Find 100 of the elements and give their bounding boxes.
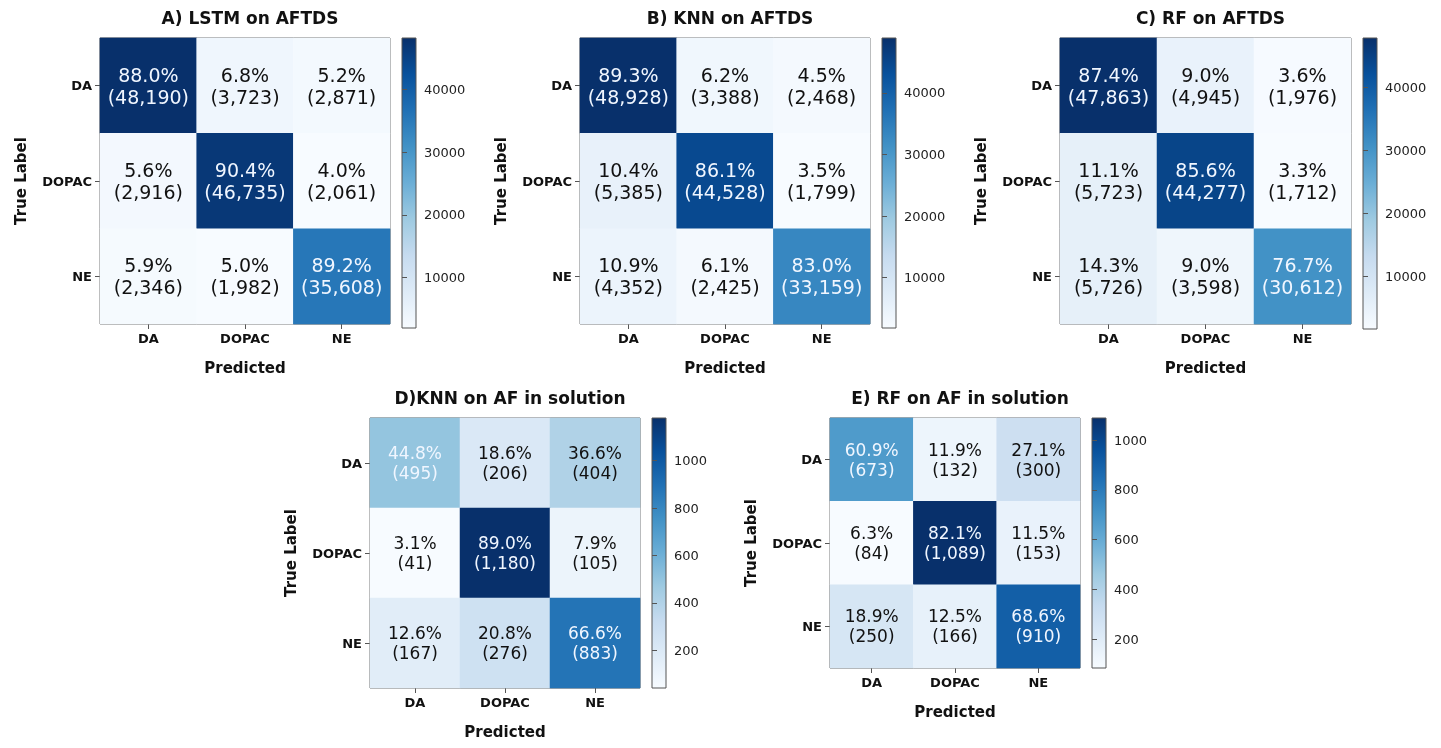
- color-bar-label: 800: [1114, 482, 1139, 498]
- data-label: 5.6% (2,916): [113, 159, 183, 203]
- x-tick-label: NE: [331, 331, 352, 346]
- data-label: 4.5% (2,468): [787, 63, 857, 108]
- x-tick-label: DA: [137, 331, 159, 346]
- data-label: 86.1% (44,528): [684, 159, 766, 203]
- chart-title: D)KNN on AF in solution: [394, 387, 626, 408]
- chart-title: B) KNN on AFTDS: [646, 7, 814, 28]
- data-label: 4.0% (2,061): [307, 159, 377, 203]
- y-tick-label: NE: [342, 635, 362, 651]
- color-bar-label: 600: [1114, 532, 1139, 548]
- data-label: 76.7% (30,612): [1261, 254, 1344, 299]
- data-label: 18.6% (206): [477, 443, 533, 483]
- data-label: 89.3% (48,928): [587, 63, 669, 108]
- y-tick-label: DOPAC: [42, 173, 92, 189]
- data-label: 11.9% (132): [927, 439, 983, 480]
- color-bar-label: 10000: [1385, 269, 1427, 285]
- x-axis-title: Predicted: [684, 358, 766, 377]
- y-axis-title: True Label: [281, 509, 300, 597]
- data-label: 10.4% (5,385): [593, 159, 663, 203]
- data-label: 12.5% (166): [927, 606, 983, 647]
- y-tick-label: DOPAC: [312, 545, 362, 561]
- y-axis-title: True Label: [741, 499, 760, 587]
- x-tick-label: DOPAC: [480, 695, 530, 710]
- data-label: 6.1% (2,425): [690, 254, 760, 299]
- x-tick-label: DOPAC: [700, 331, 750, 346]
- y-tick-label: DA: [341, 455, 362, 471]
- data-label: 85.6% (44,277): [1164, 159, 1247, 203]
- color-bar-label: 400: [1114, 581, 1139, 597]
- data-label: 60.9% (673): [844, 439, 899, 480]
- data-label: 83.0% (33,159): [781, 254, 863, 299]
- chart-title: E) RF on AF in solution: [851, 387, 1069, 408]
- color-bar-label: 1000: [674, 453, 708, 469]
- color-bar-label: 200: [1114, 631, 1139, 647]
- x-tick-label: DOPAC: [1180, 331, 1231, 346]
- color-bar-label: 30000: [904, 146, 946, 162]
- data-label: 11.1% (5,723): [1073, 159, 1144, 203]
- data-label: 6.8% (3,723): [210, 63, 280, 108]
- y-tick-label: DOPAC: [772, 535, 822, 551]
- data-label: 3.6% (1,976): [1267, 63, 1338, 108]
- data-label: 12.6% (167): [387, 623, 443, 663]
- y-tick-label: NE: [802, 618, 822, 634]
- color-bar-label: 40000: [904, 85, 946, 101]
- x-tick-label: NE: [585, 695, 605, 710]
- data-label: 9.0% (3,598): [1170, 254, 1241, 299]
- data-label: 68.6% (910): [1011, 606, 1066, 647]
- data-label: 18.9% (250): [844, 606, 899, 647]
- data-label: 5.9% (2,346): [113, 254, 183, 299]
- data-label: 5.0% (1,982): [210, 254, 280, 299]
- data-label: 82.1% (1,089): [924, 523, 986, 563]
- y-tick-label: DA: [801, 452, 822, 468]
- color-bar-label: 200: [674, 642, 699, 658]
- data-label: 6.2% (3,388): [690, 63, 760, 108]
- color-bar-label: 400: [674, 595, 699, 611]
- color-bar-label: 800: [674, 500, 699, 516]
- color-bar-label: 600: [674, 547, 699, 563]
- x-axis-title: Predicted: [204, 358, 286, 377]
- color-bar-label: 20000: [424, 207, 466, 223]
- x-tick-label: DA: [1098, 331, 1119, 346]
- data-label: 44.8% (495): [387, 443, 443, 483]
- x-tick-label: DOPAC: [930, 675, 980, 690]
- x-axis-title: Predicted: [914, 702, 996, 721]
- data-label: 36.6% (404): [567, 443, 623, 483]
- y-tick-label: NE: [552, 268, 572, 284]
- data-label: 87.4% (47,863): [1067, 63, 1150, 108]
- data-label: 89.0% (1,180): [474, 533, 536, 573]
- x-tick-label: DA: [617, 331, 639, 346]
- color-bar-label: 40000: [424, 81, 466, 97]
- y-tick-label: NE: [1032, 268, 1052, 284]
- y-axis-title: True Label: [491, 137, 510, 225]
- data-label: 7.9% (105): [572, 533, 618, 573]
- y-tick-label: DOPAC: [522, 173, 572, 189]
- chart-title: C) RF on AFTDS: [1135, 7, 1286, 28]
- chart-title: A) LSTM on AFTDS: [161, 7, 339, 28]
- data-label: 3.1% (41): [393, 533, 437, 573]
- data-label: 89.2% (35,608): [301, 254, 383, 299]
- data-label: 14.3% (5,726): [1073, 254, 1144, 299]
- y-tick-label: DOPAC: [1002, 173, 1052, 189]
- y-tick-label: DA: [71, 78, 92, 94]
- y-tick-label: DA: [551, 78, 572, 94]
- y-axis-title: True Label: [11, 137, 30, 225]
- data-label: 66.6% (883): [567, 623, 623, 663]
- color-bar-label: 10000: [904, 270, 946, 286]
- data-label: 9.0% (4,945): [1170, 63, 1241, 108]
- x-axis-title: Predicted: [1164, 358, 1247, 377]
- data-label: 10.9% (4,352): [593, 254, 663, 299]
- color-bar-label: 40000: [1385, 80, 1427, 96]
- color-bar-label: 20000: [904, 208, 946, 224]
- x-tick-label: DOPAC: [220, 331, 270, 346]
- x-tick-label: NE: [1292, 331, 1313, 346]
- color-bar-label: 30000: [1385, 143, 1427, 159]
- data-label: 3.5% (1,799): [787, 159, 857, 203]
- data-label: 27.1% (300): [1011, 439, 1066, 480]
- data-label: 90.4% (46,735): [204, 159, 286, 203]
- x-tick-label: DA: [404, 695, 426, 710]
- color-bar-label: 10000: [424, 270, 466, 286]
- data-label: 3.3% (1,712): [1267, 159, 1338, 203]
- data-label: 6.3% (84): [850, 523, 894, 563]
- color-bar-label: 30000: [424, 144, 466, 160]
- data-label: 20.8% (276): [477, 623, 533, 663]
